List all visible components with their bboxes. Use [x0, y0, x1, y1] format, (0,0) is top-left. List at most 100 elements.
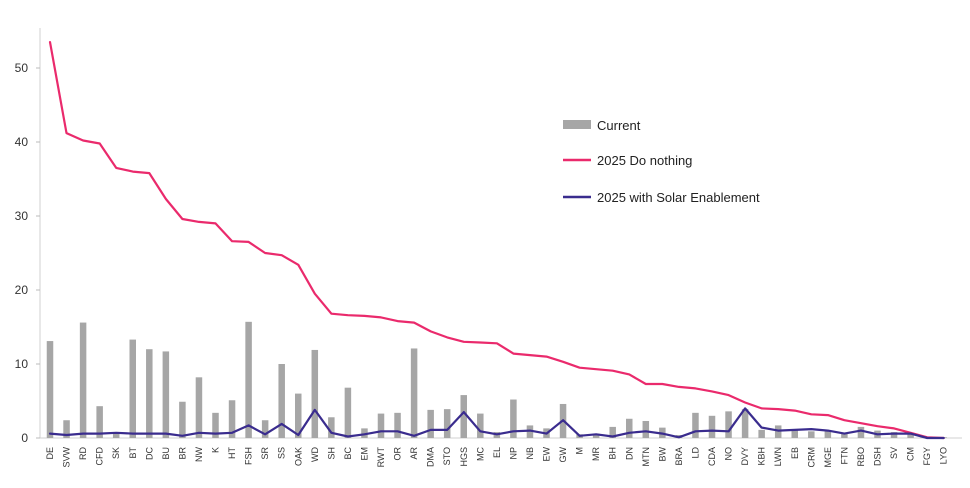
x-tick-label: NW: [194, 447, 204, 462]
x-tick-label: HT: [227, 447, 237, 459]
x-tick-label: EM: [359, 447, 369, 461]
bar-current: [443, 409, 451, 438]
x-tick-label: RD: [78, 447, 88, 460]
legend-item-do-nothing: 2025 Do nothing: [563, 153, 692, 168]
x-tick-label: RWT: [376, 447, 386, 468]
x-tick-label: K: [211, 447, 221, 453]
bar-current: [46, 341, 54, 438]
y-tick-label: 30: [15, 209, 29, 223]
line-series: [48, 40, 945, 440]
x-tick-label: DE: [45, 447, 55, 460]
x-tick-label: CFD: [95, 447, 105, 466]
x-tick-label: CDA: [707, 447, 717, 466]
bar-current: [526, 425, 534, 438]
y-tick-label: 10: [15, 357, 29, 371]
x-tick-label: OR: [393, 446, 403, 460]
bar-current: [410, 348, 418, 438]
x-tick-label: BU: [161, 447, 171, 460]
bar-current: [642, 420, 650, 438]
y-tick-label: 20: [15, 283, 29, 297]
bar-current: [63, 420, 70, 438]
bar-current: [460, 395, 467, 438]
x-tick-label: LWN: [773, 447, 783, 466]
x-tick-label: EB: [790, 447, 800, 459]
bar-current: [725, 411, 732, 438]
x-tick-label: AR: [409, 447, 419, 460]
x-tick-label: DC: [144, 447, 154, 460]
bar-current: [791, 429, 798, 438]
x-tick-label: GW: [558, 446, 568, 462]
bar-current: [741, 409, 749, 438]
x-tick-label: MC: [475, 447, 485, 461]
x-tick-label: FSH: [244, 447, 254, 465]
bar-current: [112, 432, 120, 438]
x-tick-label: SVW: [62, 447, 72, 468]
x-tick-label: BRA: [674, 447, 684, 466]
x-tick-label: BT: [128, 447, 138, 459]
bar-current: [477, 413, 484, 438]
bar-current: [261, 420, 269, 438]
bar-current: [510, 399, 517, 438]
x-tick-label: EW: [542, 446, 552, 461]
x-tick-label: RBO: [856, 447, 866, 467]
bar-current: [824, 431, 832, 438]
legend-item-current: Current: [563, 118, 641, 133]
bar-current: [195, 377, 203, 438]
x-tick-label: FGY: [922, 447, 932, 466]
bar-current: [96, 406, 103, 438]
bar-current: [162, 351, 170, 438]
bar-current: [692, 412, 699, 438]
bar-current: [907, 432, 914, 438]
bar-current: [774, 425, 782, 438]
bar-current: [857, 426, 865, 438]
legend-item-solar: 2025 with Solar Enablement: [563, 190, 760, 205]
x-tick-label: BR: [177, 447, 187, 460]
x-tick-label: M: [575, 447, 585, 455]
y-axis: 0 10 20 30 40 50: [15, 28, 41, 445]
x-tick-label: KBH: [757, 447, 767, 466]
x-tick-label: SH: [326, 447, 336, 460]
x-tick-label: OAK: [293, 447, 303, 466]
legend-label-solar: 2025 with Solar Enablement: [597, 190, 760, 205]
y-tick-label: 0: [21, 431, 28, 445]
legend: Current 2025 Do nothing 2025 with Solar …: [563, 118, 760, 205]
line-solar-enablement: [48, 407, 945, 440]
bar-current: [592, 433, 600, 438]
bar-current: [427, 409, 434, 438]
x-tick-label: SV: [889, 447, 899, 459]
line-do-nothing: [48, 40, 945, 440]
x-tick-label: EL: [492, 447, 502, 458]
legend-label-do-nothing: 2025 Do nothing: [597, 153, 692, 168]
bar-current: [841, 432, 848, 438]
bar-current: [146, 349, 153, 438]
x-tick-label: SK: [111, 447, 121, 459]
bar-current: [295, 393, 302, 438]
legend-label-current: Current: [597, 118, 641, 133]
bar-current: [311, 349, 319, 438]
x-tick-label: FTN: [839, 447, 849, 465]
bar-current: [758, 429, 765, 438]
bar-current: [808, 431, 815, 438]
bar-current: [278, 364, 285, 438]
x-tick-label: DN: [624, 447, 634, 460]
bar-current: [328, 417, 335, 438]
bar-series-current: [46, 321, 947, 438]
x-tick-label: WD: [310, 447, 320, 462]
x-tick-label: SS: [277, 447, 287, 459]
x-tick-label: CM: [906, 447, 916, 461]
bar-current: [394, 412, 401, 438]
x-tick-label: NB: [525, 447, 535, 460]
bar-current: [245, 321, 252, 438]
bar-current: [609, 426, 616, 438]
bar-current: [129, 339, 136, 438]
legend-swatch-current: [563, 120, 591, 129]
y-tick-label: 40: [15, 135, 29, 149]
bar-current: [212, 412, 219, 438]
bar-current: [377, 413, 385, 438]
x-tick-label: BC: [343, 447, 353, 460]
x-tick-label: MTN: [641, 447, 651, 467]
x-tick-label: CRM: [806, 447, 816, 468]
bar-current: [79, 322, 87, 438]
y-tick-label: 50: [15, 61, 29, 75]
